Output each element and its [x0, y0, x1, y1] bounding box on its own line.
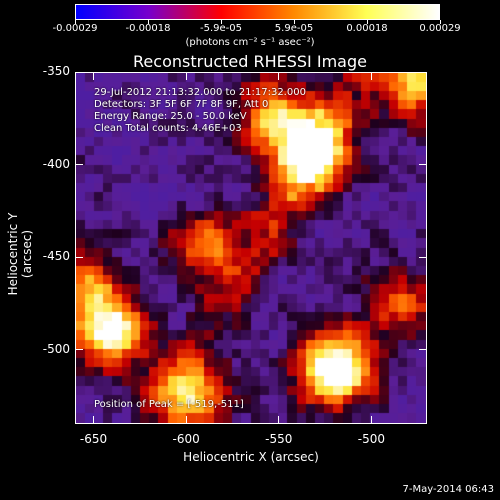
colorbar-tick-label: -5.9e-05 — [200, 23, 242, 34]
colorbar-tick — [439, 20, 441, 24]
x-tick-mark — [185, 416, 187, 424]
y-tick-mark — [75, 349, 83, 351]
info-total-counts: Clean Total counts: 4.46E+03 — [94, 123, 242, 134]
x-tick-label: -500 — [357, 432, 386, 446]
y-tick-label: -450 — [42, 249, 70, 264]
x-tick-mark — [370, 416, 372, 424]
colorbar-tick — [293, 20, 295, 24]
y-tick-mark — [75, 256, 83, 258]
plot-area: 29-Jul-2012 21:13:32.000 to 21:17:32.000… — [75, 72, 427, 424]
footer-date: 7-May-2014 06:43 — [402, 484, 494, 495]
y-tick-mark — [75, 71, 83, 73]
y-tick-mark — [419, 164, 427, 166]
y-tick-mark — [419, 71, 427, 73]
y-tick-label: -500 — [42, 341, 70, 356]
peak-position-label: Position of Peak = [-519,-511] — [94, 399, 244, 410]
y-tick-mark — [75, 164, 83, 166]
colorbar-tick — [366, 20, 368, 24]
y-tick-mark — [419, 349, 427, 351]
info-time-range: 29-Jul-2012 21:13:32.000 to 21:17:32.000 — [94, 87, 306, 98]
colorbar-tick-label: -0.00029 — [52, 23, 98, 34]
info-energy-range: Energy Range: 25.0 - 50.0 keV — [94, 111, 247, 122]
x-axis-label: Heliocentric X (arcsec) — [183, 450, 319, 464]
x-tick-label: -650 — [79, 432, 108, 446]
plot-title: Reconstructed RHESSI Image — [133, 52, 367, 71]
x-tick-mark — [278, 416, 280, 424]
x-tick-mark — [93, 416, 95, 424]
colorbar-tick — [147, 20, 149, 24]
x-tick-mark — [370, 72, 372, 80]
colorbar-tick — [220, 20, 222, 24]
x-tick-mark — [93, 72, 95, 80]
x-tick-mark — [185, 72, 187, 80]
colorbar-tick-label: -0.00018 — [125, 23, 171, 34]
x-tick-mark — [278, 72, 280, 80]
colorbar-tick-label: 0.00018 — [346, 23, 388, 34]
colorbar-units: (photons cm⁻² s⁻¹ asec⁻²) — [185, 37, 315, 48]
colorbar-tick-label: 5.9e-05 — [274, 23, 314, 34]
colorbar-tick-label: 0.00029 — [419, 23, 461, 34]
info-detectors: Detectors: 3F 5F 6F 7F 8F 9F, Att 0 — [94, 99, 269, 110]
y-tick-label: -350 — [42, 64, 70, 78]
y-axis-label: Heliocentric Y (arcsec) — [6, 212, 34, 296]
colorbar-tick — [74, 20, 76, 24]
y-tick-label: -400 — [42, 156, 70, 171]
heatmap-image — [76, 73, 426, 423]
x-tick-label: -550 — [265, 432, 293, 446]
x-tick-label: -600 — [172, 432, 200, 446]
y-tick-mark — [419, 256, 427, 258]
colorbar — [75, 4, 440, 20]
